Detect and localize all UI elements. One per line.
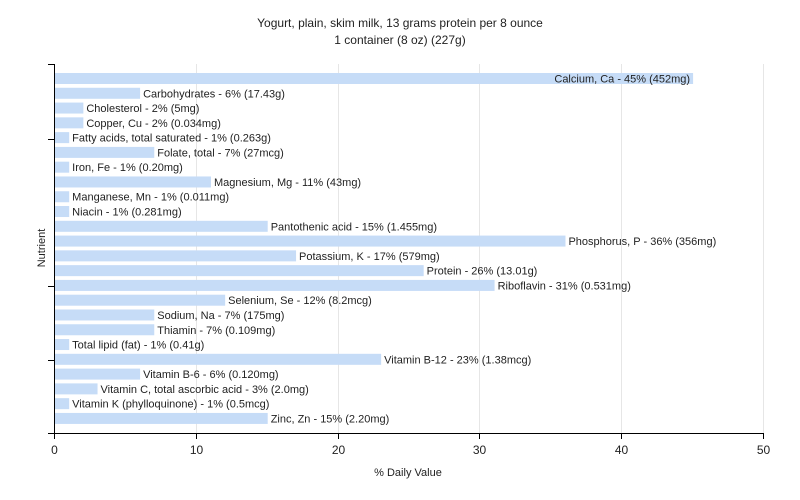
bar-label: Folate, total - 7% (27mcg) [157,147,284,159]
bar-label: Vitamin C, total ascorbic acid - 3% (2.0… [101,384,309,396]
bar-label: Pantothenic acid - 15% (1.455mg) [271,221,437,233]
bar [55,353,382,365]
bar-label: Copper, Cu - 2% (0.034mg) [86,118,221,130]
bar-label: Cholesterol - 2% (5mg) [86,103,199,115]
chart-title: Yogurt, plain, skim milk, 13 grams prote… [257,16,543,30]
bar [55,398,70,410]
bar [55,412,268,424]
bar [55,73,694,84]
x-tick-label: 40 [615,443,629,457]
bar-label: Calcium, Ca - 45% (452mg) [554,74,690,86]
gridlines [196,64,764,433]
bar [55,279,495,291]
bar [55,235,566,247]
bar [55,220,268,232]
bar [55,368,141,380]
bar-label: Selenium, Se - 12% (8.2mcg) [228,295,372,307]
x-tick-label: 10 [190,443,204,457]
bar-label: Magnesium, Mg - 11% (43mg) [214,177,361,189]
bar [55,294,226,306]
bar-label: Protein - 26% (13.01g) [427,266,538,278]
bar-label: Sodium, Na - 7% (175mg) [157,310,284,322]
x-tick-label: 20 [332,443,346,457]
bar [55,250,297,262]
bar [55,161,70,173]
bar-label: Vitamin K (phylloquinone) - 1% (0.5mcg) [72,399,269,411]
bar-label: Iron, Fe - 1% (0.20mg) [72,162,183,174]
bar [55,132,70,144]
y-axis-label: Nutrient [36,229,48,268]
axes: 0 10 20 30 40 50 [48,64,770,457]
x-tick-label: 0 [51,443,58,457]
bar-label: Total lipid (fat) - 1% (0.41g) [72,340,204,352]
bar [55,191,70,203]
bar [55,102,84,114]
bar-labels: Calcium, Ca - 45% (452mg) Carbohydrates -… [72,74,716,426]
bar [55,383,98,395]
bar [55,146,155,158]
bar-label: Potassium, K - 17% (579mg) [299,251,440,263]
bar-label: Vitamin B-6 - 6% (0.120mg) [143,369,279,381]
bar [55,324,155,336]
bar [55,339,70,351]
bar-label: Carbohydrates - 6% (17.43g) [143,88,285,100]
bar [55,87,141,99]
bar [55,117,84,129]
bar [55,206,70,218]
bar [55,309,155,321]
x-axis-label: % Daily Value [374,467,442,479]
bar [55,265,424,277]
bar-label: Zinc, Zn - 15% (2.20mg) [271,413,390,425]
chart-subtitle: 1 container (8 oz) (227g) [334,33,465,47]
bar-label: Vitamin B-12 - 23% (1.38mcg) [384,354,531,366]
bar-label: Manganese, Mn - 1% (0.011mg) [72,192,229,204]
bar [55,176,211,188]
bar-label: Thiamin - 7% (0.109mg) [157,325,275,337]
x-tick-label: 30 [473,443,487,457]
x-tick-label: 50 [757,443,771,457]
bar-label: Niacin - 1% (0.281mg) [72,207,181,219]
bars [55,73,694,424]
bar-label: Phosphorus, P - 36% (356mg) [568,236,716,248]
bar-label: Fatty acids, total saturated - 1% (0.263… [72,133,271,145]
bar-label: Riboflavin - 31% (0.531mg) [498,280,631,292]
